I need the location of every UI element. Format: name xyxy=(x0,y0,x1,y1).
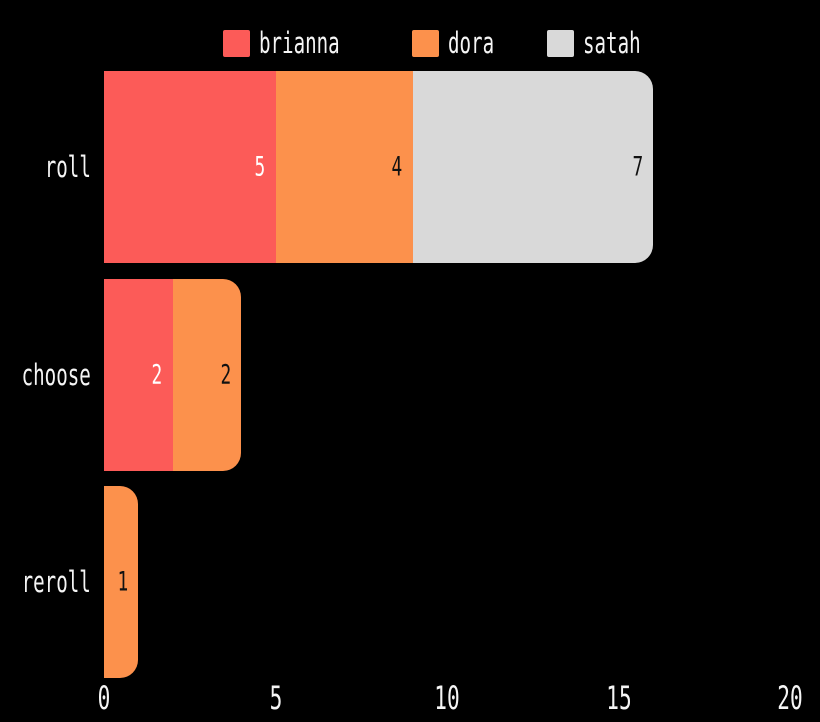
legend-label: brianna xyxy=(259,26,340,60)
x-axis: 0 5 10 15 20 xyxy=(0,681,820,722)
legend-item-satah: satah xyxy=(547,28,670,58)
bar-segment-dora: 1 xyxy=(104,486,139,678)
y-axis-label-reroll: reroll xyxy=(21,565,91,599)
legend-item-dora: dora xyxy=(411,26,518,60)
bar-value-label: 2 xyxy=(151,359,163,390)
x-tick-label-20: 20 xyxy=(777,679,803,717)
bar-value-label: 2 xyxy=(220,359,232,390)
bar-row-reroll: reroll 1 xyxy=(0,486,820,678)
legend-label: dora xyxy=(447,26,494,60)
bar-row-choose: choose 2 2 xyxy=(0,278,820,471)
legend: brianna dora satah xyxy=(104,28,790,58)
legend-item-brianna: brianna xyxy=(223,28,381,58)
bar-row-roll: roll 5 4 7 xyxy=(0,71,820,263)
bar-segment-dora: 2 xyxy=(172,278,242,471)
bar-segment-satah: 7 xyxy=(412,71,653,263)
bar-segment-dora: 4 xyxy=(275,71,413,263)
x-tick-label-15: 15 xyxy=(605,679,632,717)
bar-value-label: 5 xyxy=(254,151,266,183)
legend-swatch-icon xyxy=(411,29,439,57)
bar-value-label: 4 xyxy=(391,151,403,183)
y-axis-label-choose: choose xyxy=(21,357,91,392)
legend-swatch-icon xyxy=(547,29,575,57)
bar-value-label: 1 xyxy=(117,566,129,598)
bar-value-label: 7 xyxy=(632,151,643,183)
x-tick-label-10: 10 xyxy=(434,679,460,717)
legend-label: satah xyxy=(583,26,642,60)
x-tick-label-0: 0 xyxy=(97,679,111,717)
x-tick-label-5: 5 xyxy=(269,679,282,717)
bar-segment-brianna: 2 xyxy=(104,278,173,471)
bar-segment-brianna: 5 xyxy=(104,71,276,263)
stacked-bar: 1 xyxy=(104,486,139,678)
stacked-bar: 5 4 7 xyxy=(104,71,653,263)
y-axis-label-roll: roll xyxy=(44,150,91,184)
legend-swatch-icon xyxy=(223,29,251,57)
